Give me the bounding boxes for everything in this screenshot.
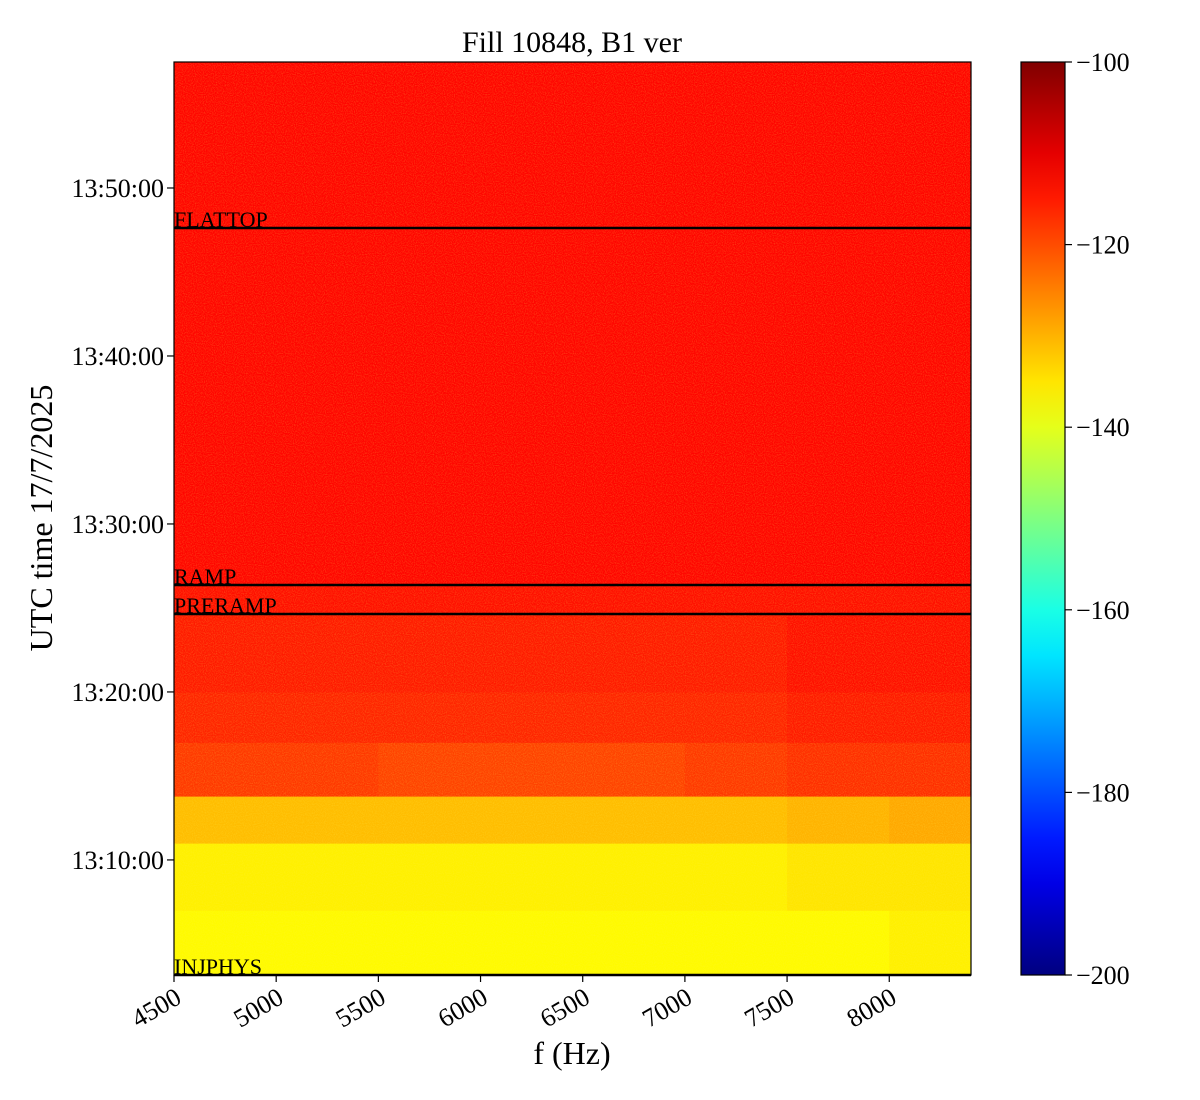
y-tick-label: 13:10:00 (72, 846, 164, 875)
plot-frame (173, 61, 972, 976)
phase-label: FLATTOP (174, 207, 268, 232)
x-tick-label: 7500 (740, 982, 800, 1033)
colorbar (1020, 61, 1066, 976)
x-axis-label: f (Hz) (533, 1035, 610, 1071)
x-tick-label: 4500 (126, 982, 186, 1033)
colorbar-tick-label: −140 (1076, 413, 1130, 442)
x-tick-label: 6500 (535, 982, 595, 1033)
chart-title: Fill 10848, B1 ver (462, 26, 682, 59)
phase-label: RAMP (174, 564, 236, 589)
phase-label: PRERAMP (174, 593, 277, 618)
x-tick-label: 6000 (433, 982, 493, 1033)
x-tick-label: 5500 (331, 982, 391, 1033)
x-tick-label: 7000 (637, 982, 697, 1033)
y-tick-label: 13:50:00 (72, 174, 164, 203)
x-tick-label: 8000 (842, 982, 902, 1033)
noise-texture (174, 62, 971, 975)
y-tick-label: 13:20:00 (72, 678, 164, 707)
y-tick-label: 13:40:00 (72, 342, 164, 371)
y-tick-label: 13:30:00 (72, 510, 164, 539)
colorbar-tick-label: −100 (1076, 48, 1130, 77)
colorbar-tick-label: −160 (1076, 596, 1130, 625)
colorbar-tick-label: −180 (1076, 778, 1130, 807)
y-axis-label: UTC time 17/7/2025 (23, 385, 59, 652)
colorbar-tick-label: −120 (1076, 231, 1130, 260)
x-tick-label: 5000 (229, 982, 289, 1033)
colorbar-tick-label: −200 (1076, 961, 1130, 990)
